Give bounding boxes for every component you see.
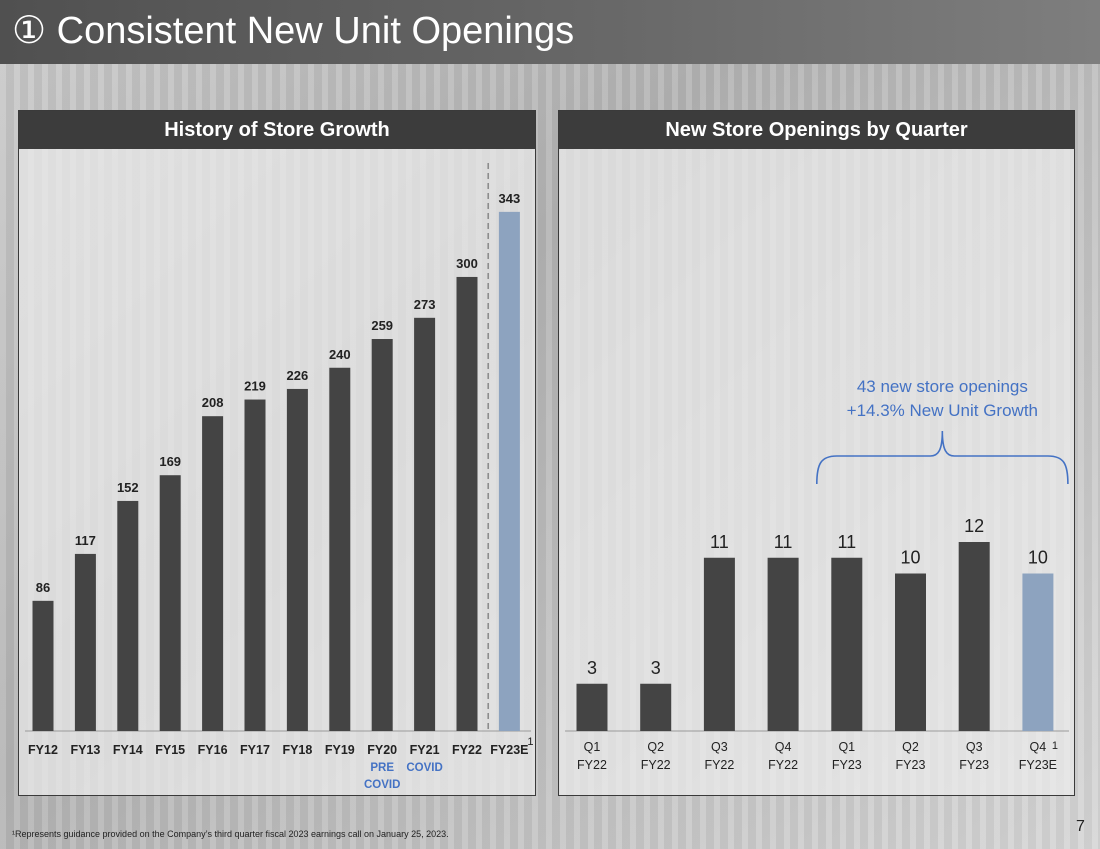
annotation-text: 43 new store openings — [857, 377, 1028, 396]
data-label: 208 — [202, 395, 224, 410]
data-label: 226 — [287, 368, 309, 383]
tick-label: FY19 — [325, 743, 355, 757]
bar-fy20 — [371, 339, 393, 731]
footnote-marker: 1 — [527, 736, 533, 748]
bar-fy19 — [329, 367, 351, 731]
tick-label: FY14 — [113, 743, 143, 757]
tick-label: FY20 — [367, 743, 397, 757]
tick-label: FY22 — [704, 758, 734, 772]
data-label: 273 — [414, 297, 436, 312]
data-label: 10 — [900, 548, 920, 568]
bar-q1-fy23 — [831, 557, 863, 731]
data-label: 3 — [651, 658, 661, 678]
page-title: ① Consistent New Unit Openings — [12, 8, 574, 53]
tick-label: Q3 — [711, 740, 728, 754]
store-growth-panel: History of Store Growth 86 FY12 117 FY13 152… — [18, 110, 536, 796]
bar-fy16 — [202, 416, 224, 731]
tick-label: FY23 — [959, 758, 989, 772]
tick-label: Q2 — [902, 740, 919, 754]
tick-label: FY23 — [896, 758, 926, 772]
bar-q4-fy23e — [1022, 573, 1054, 731]
store-growth-title: History of Store Growth — [19, 111, 535, 149]
tick-label: FY21 — [410, 743, 440, 757]
bar-fy17 — [244, 399, 266, 731]
tick-label: Q2 — [647, 740, 664, 754]
data-label: 300 — [456, 256, 478, 271]
tick-label: FY15 — [155, 743, 185, 757]
data-label: 12 — [964, 516, 984, 536]
bar-fy18 — [286, 388, 308, 731]
data-label: 10 — [1028, 548, 1048, 568]
data-label: 240 — [329, 347, 351, 362]
footnote-marker: 1 — [1052, 740, 1058, 752]
tick-label: FY23E — [1019, 758, 1057, 772]
bar-fy12 — [32, 600, 54, 731]
title-bar: ① Consistent New Unit Openings — [0, 0, 1100, 64]
tick-label: FY23E — [490, 743, 528, 757]
annotation-brace — [816, 430, 1069, 485]
title-marker: ① — [12, 10, 47, 52]
bar-q3-fy22 — [703, 557, 735, 731]
covid-note: COVID — [364, 779, 400, 791]
bar-q3-fy23 — [958, 542, 990, 731]
quarterly-openings-chart: 3 Q1 FY22 3 Q2 FY22 11 Q3 FY22 11 Q4 FY22 11 Q1 FY23 10… — [565, 377, 1069, 772]
tick-label: Q1 — [584, 740, 601, 754]
tick-label: FY22 — [641, 758, 671, 772]
data-label: 117 — [75, 533, 96, 548]
tick-label: Q3 — [966, 740, 983, 754]
tick-label: FY18 — [282, 743, 312, 757]
tick-label: FY13 — [70, 743, 100, 757]
data-label: 152 — [117, 480, 139, 495]
bar-q1-fy22 — [576, 683, 608, 731]
data-label: 219 — [244, 379, 266, 394]
covid-note: COVID — [406, 762, 442, 774]
bar-fy13 — [74, 553, 96, 731]
bar-fy21 — [414, 317, 436, 731]
tick-label: Q1 — [838, 740, 855, 754]
bar-fy14 — [117, 500, 139, 731]
tick-label: FY17 — [240, 743, 270, 757]
data-label: 11 — [774, 532, 793, 552]
bar-q2-fy23 — [895, 573, 926, 731]
bar-q4-fy22 — [767, 557, 799, 731]
annotation-text: +14.3% New Unit Growth — [847, 401, 1038, 420]
bar-fy15 — [159, 475, 181, 731]
tick-label: Q4 — [1030, 740, 1047, 754]
data-label: 169 — [159, 454, 181, 469]
tick-label: Q4 — [775, 740, 792, 754]
data-label: 86 — [36, 580, 50, 595]
quarterly-openings-panel: New Store Openings by Quarter 3 Q1 FY22 3 Q2… — [558, 110, 1075, 796]
footnote: ¹Represents guidance provided on the Com… — [12, 829, 449, 839]
bar-q2-fy22 — [640, 683, 672, 731]
title-text: Consistent New Unit Openings — [56, 10, 575, 52]
page-number: 7 — [1076, 818, 1085, 835]
tick-label: FY22 — [577, 758, 607, 772]
bar-fy22 — [456, 276, 478, 731]
tick-label: FY23 — [832, 758, 862, 772]
quarterly-openings-title: New Store Openings by Quarter — [559, 111, 1074, 149]
tick-label: FY22 — [768, 758, 798, 772]
covid-note: PRE — [370, 762, 394, 774]
tick-label: FY12 — [28, 743, 58, 757]
data-label: 3 — [587, 658, 597, 678]
data-label: 11 — [710, 532, 729, 552]
data-label: 11 — [837, 532, 856, 552]
bar-fy23e — [498, 211, 520, 731]
tick-label: FY16 — [198, 743, 228, 757]
data-label: 259 — [371, 318, 393, 333]
data-label: 343 — [499, 191, 521, 206]
store-growth-chart: 86 FY12 117 FY13 152 FY14 169 FY15 208 FY16 219 FY1… — [25, 163, 534, 791]
tick-label: FY22 — [452, 743, 482, 757]
